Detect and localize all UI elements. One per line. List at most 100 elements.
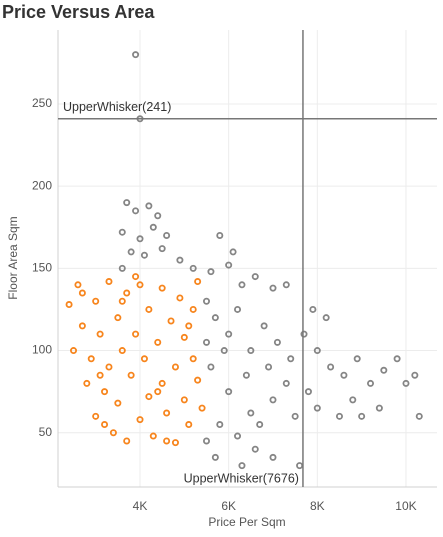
x-axis-label: Price Per Sqm (208, 515, 285, 529)
point (154, 388, 162, 396)
point (163, 231, 171, 239)
point (189, 264, 197, 272)
point (247, 409, 255, 417)
reference-label: UpperWhisker(7676) (184, 471, 299, 485)
point (189, 305, 197, 313)
point (380, 366, 388, 374)
x-tick-label: 8K (310, 499, 325, 513)
point (415, 412, 423, 420)
point (304, 388, 312, 396)
point (123, 199, 131, 207)
point (309, 305, 317, 313)
point (158, 284, 166, 292)
point (136, 235, 144, 243)
point (101, 421, 109, 429)
point (220, 347, 228, 355)
point (154, 338, 162, 346)
point (149, 432, 157, 440)
y-tick-label: 50 (39, 425, 53, 439)
point (154, 212, 162, 220)
point (322, 314, 330, 322)
point (194, 278, 202, 286)
point (207, 363, 215, 371)
point (96, 330, 104, 338)
point (393, 355, 401, 363)
point (211, 314, 219, 322)
point (265, 363, 273, 371)
point (118, 264, 126, 272)
point (78, 289, 86, 297)
point (202, 437, 210, 445)
point (149, 223, 157, 231)
x-tick-label: 6K (221, 499, 236, 513)
point (127, 248, 135, 256)
point (96, 371, 104, 379)
point (185, 421, 193, 429)
x-tick-label: 10K (395, 499, 416, 513)
point (202, 338, 210, 346)
point (225, 261, 233, 269)
point (171, 439, 179, 447)
point (158, 379, 166, 387)
point (78, 322, 86, 330)
point (211, 453, 219, 461)
point (353, 355, 361, 363)
point (216, 421, 224, 429)
chart-title: Price Versus Area (2, 2, 155, 22)
point (136, 416, 144, 424)
point (225, 330, 233, 338)
point (313, 404, 321, 412)
point (340, 371, 348, 379)
point (118, 228, 126, 236)
point (127, 371, 135, 379)
point (327, 363, 335, 371)
point (163, 437, 171, 445)
y-tick-label: 150 (32, 261, 52, 275)
point (114, 314, 122, 322)
point (132, 273, 140, 281)
y-axis-label: Floor Area Sqm (6, 216, 20, 299)
point (167, 317, 175, 325)
point (194, 376, 202, 384)
point (123, 437, 131, 445)
y-tick-label: 200 (32, 178, 52, 192)
point (269, 396, 277, 404)
point (300, 330, 308, 338)
y-tick-label: 100 (32, 343, 52, 357)
point (251, 445, 259, 453)
point (411, 371, 419, 379)
point (358, 412, 366, 420)
point (269, 453, 277, 461)
point (198, 404, 206, 412)
point (238, 281, 246, 289)
point (296, 462, 304, 470)
point (234, 432, 242, 440)
point (273, 338, 281, 346)
x-tick-label: 4K (133, 499, 148, 513)
point (92, 412, 100, 420)
point (207, 268, 215, 276)
point (140, 251, 148, 259)
point (123, 289, 131, 297)
point (83, 379, 91, 387)
point (402, 379, 410, 387)
point (132, 330, 140, 338)
point (109, 429, 117, 437)
point (367, 379, 375, 387)
point (282, 379, 290, 387)
point (256, 421, 264, 429)
point (185, 322, 193, 330)
point (282, 281, 290, 289)
point (260, 322, 268, 330)
point (171, 363, 179, 371)
point (176, 256, 184, 264)
point (132, 207, 140, 215)
point (229, 248, 237, 256)
point (118, 347, 126, 355)
point (118, 297, 126, 305)
point (145, 202, 153, 210)
point (375, 404, 383, 412)
point (225, 388, 233, 396)
point (74, 281, 82, 289)
